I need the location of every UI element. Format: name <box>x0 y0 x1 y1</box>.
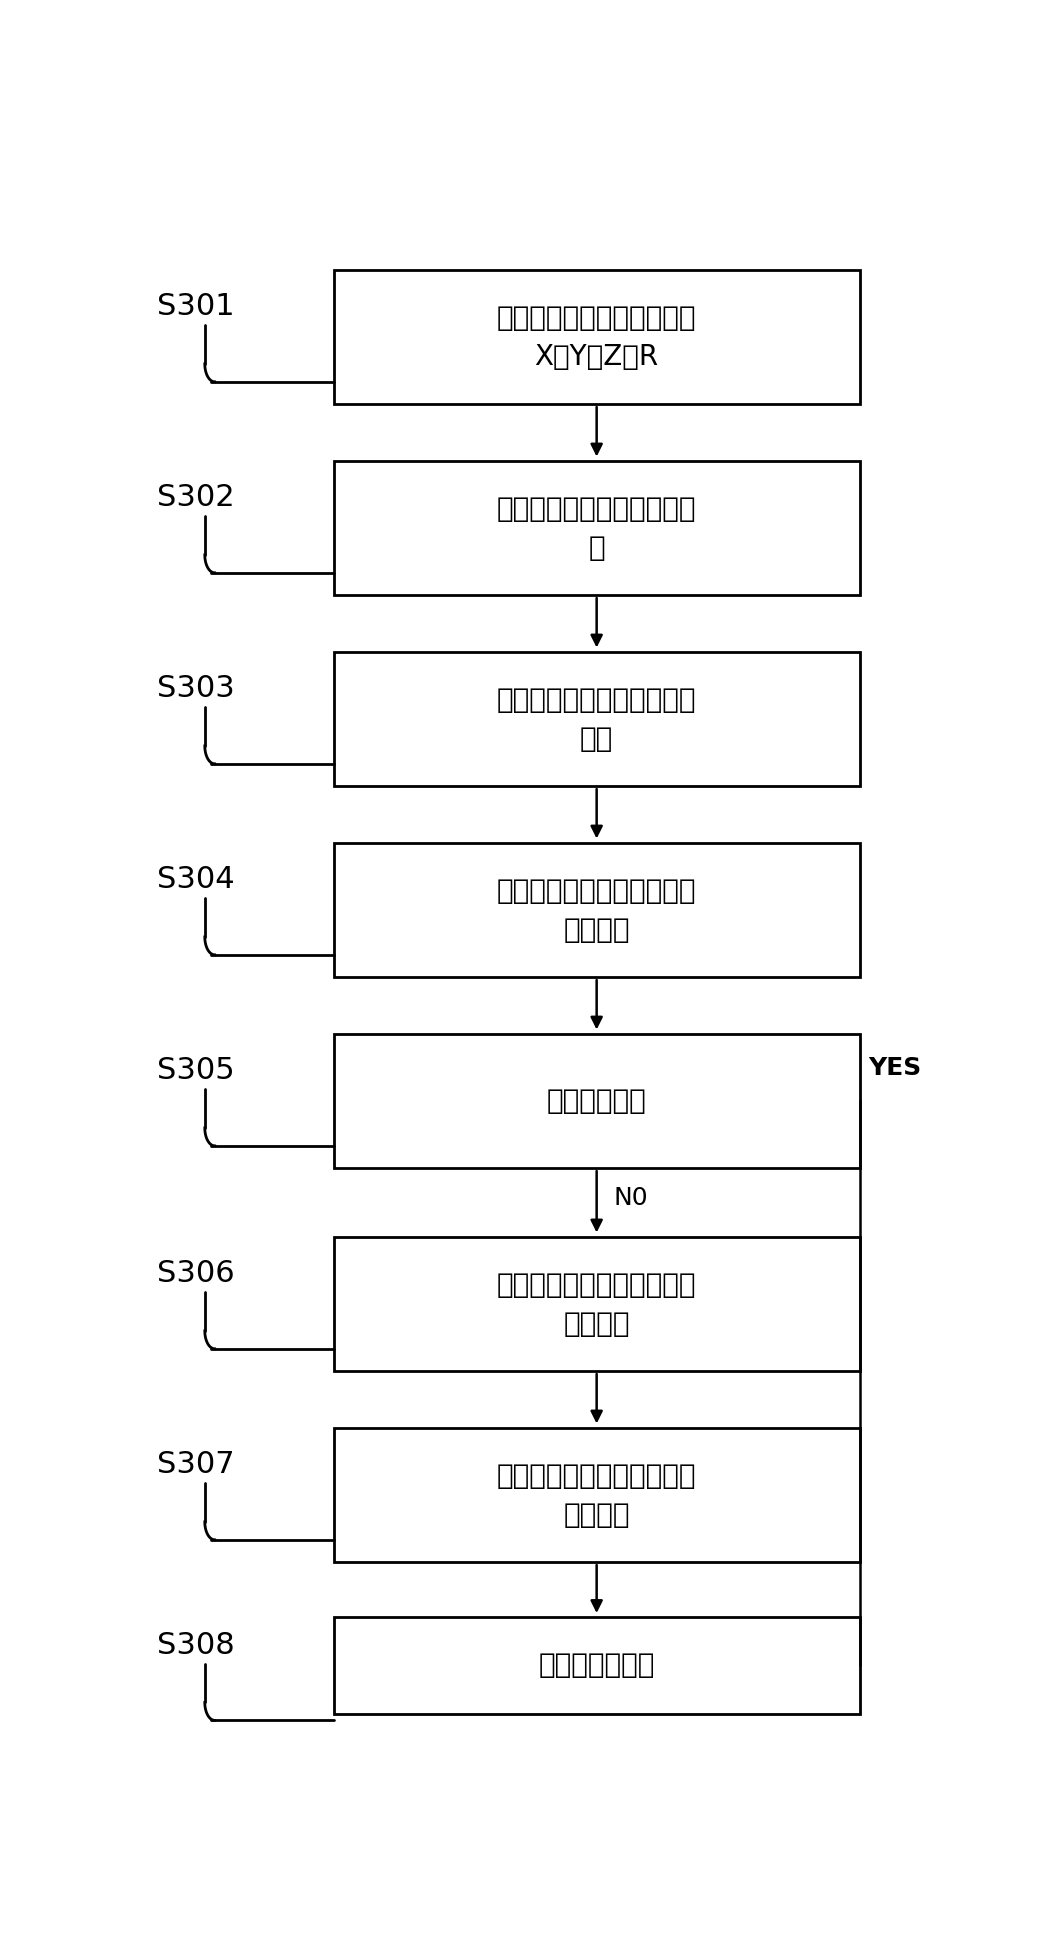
Text: 计算父代矩阵以及子代矩阵
目标函数: 计算父代矩阵以及子代矩阵 目标函数 <box>497 876 696 944</box>
FancyBboxPatch shape <box>334 1033 860 1169</box>
Text: S303: S303 <box>157 674 235 703</box>
Text: S301: S301 <box>157 293 234 322</box>
Text: S307: S307 <box>157 1450 234 1479</box>
FancyBboxPatch shape <box>334 269 860 405</box>
Text: 父代矩阵变异生成下代子代
矩阵: 父代矩阵变异生成下代子代 矩阵 <box>497 686 696 752</box>
FancyBboxPatch shape <box>334 1428 860 1562</box>
Text: N0: N0 <box>613 1186 648 1209</box>
Text: S306: S306 <box>157 1260 234 1289</box>
FancyBboxPatch shape <box>334 843 860 977</box>
Text: S302: S302 <box>157 483 234 512</box>
Text: S308: S308 <box>157 1630 235 1659</box>
Text: S305: S305 <box>157 1056 234 1085</box>
FancyBboxPatch shape <box>334 651 860 787</box>
Text: 选择适应度高的子代为父代
矩阵迭代: 选择适应度高的子代为父代 矩阵迭代 <box>497 1271 696 1337</box>
Text: 初始化种群数量作为父代矩
阵: 初始化种群数量作为父代矩 阵 <box>497 494 696 562</box>
FancyBboxPatch shape <box>334 1616 860 1713</box>
FancyBboxPatch shape <box>334 1236 860 1372</box>
Text: 输出最优解矩阵: 输出最优解矩阵 <box>538 1651 655 1678</box>
Text: S304: S304 <box>157 864 234 893</box>
Text: 父代矩阵交叉变异选择达到
迭代次数: 父代矩阵交叉变异选择达到 迭代次数 <box>497 1461 696 1529</box>
Text: YES: YES <box>868 1056 921 1079</box>
Text: 随机产生网格化的车型矩阵
X、Y、Z、R: 随机产生网格化的车型矩阵 X、Y、Z、R <box>497 304 696 370</box>
FancyBboxPatch shape <box>334 461 860 595</box>
Text: 达到目标要求: 达到目标要求 <box>547 1087 647 1114</box>
